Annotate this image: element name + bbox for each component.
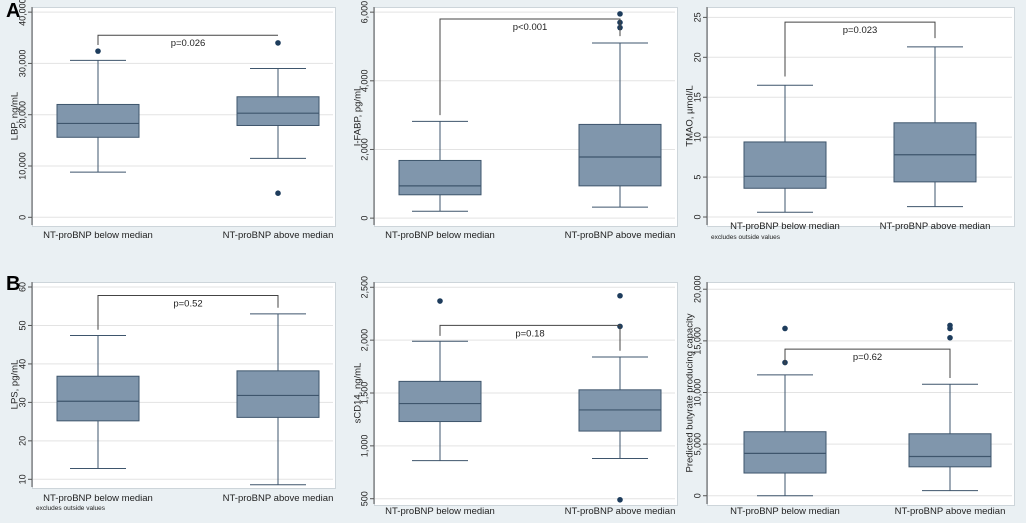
chart-5-category-label-1: NT-proBNP below median	[385, 506, 495, 517]
chart-5-group-2-outlier-1	[617, 292, 623, 299]
chart-1-pvalue: p=0.026	[171, 38, 206, 49]
chart-5-significance-bracket	[439, 324, 621, 351]
chart-4-note: excludes outside values	[36, 505, 106, 512]
chart-3-ytick-label-5: 25	[692, 12, 702, 22]
chart-1-significance-bracket	[97, 34, 278, 45]
chart-6-group-2-outlier-3	[947, 334, 953, 341]
chart-2-ylabel: I-FABP, pg/mL	[353, 86, 364, 147]
chart-1-ytick-label-2: 20,000	[17, 101, 27, 129]
chart-1-ytick-label-3: 30,000	[17, 50, 27, 78]
chart-2-pvalue: p<0.001	[513, 22, 548, 33]
chart-4-pvalue: p=0.52	[173, 298, 202, 309]
chart-3-group-2-box	[893, 122, 977, 183]
chart-3-category-label-1: NT-proBNP below median	[730, 221, 840, 232]
chart-5-group-2-outlier-3	[617, 496, 623, 503]
chart-3-ytick-label-0: 0	[692, 215, 702, 220]
chart-3-ytick-label-1: 5	[692, 175, 702, 180]
chart-3-ytick-label-3: 15	[692, 92, 702, 102]
chart-5-pvalue: p=0.18	[515, 328, 544, 339]
chart-3-ylabel: TMAO, µmol/L	[685, 85, 696, 146]
chart-5-ytick-label-4: 2,500	[359, 276, 369, 299]
panel-letter-b: B	[6, 273, 21, 295]
chart-1-group-1-box	[56, 103, 140, 138]
chart-4-group-1-box	[56, 375, 140, 422]
chart-6-pvalue: p=0.62	[853, 352, 882, 363]
chart-2-category-label-1: NT-proBNP below median	[385, 230, 495, 241]
chart-4-ytick-label-3: 40	[17, 359, 27, 369]
chart-5-ylabel: sCD14, ng/mL	[353, 363, 364, 424]
chart-2-ytick-label-2: 4,000	[359, 70, 369, 93]
chart-6-ytick-label-2: 10,000	[692, 379, 702, 407]
chart-6-ytick-label-3: 15,000	[692, 327, 702, 355]
chart-6-ytick-label-4: 20,000	[692, 275, 702, 303]
chart-2-significance-bracket	[439, 18, 621, 116]
chart-2-ytick-label-3: 6,000	[359, 1, 369, 24]
chart-1-ylabel: LBP, ng/mL	[10, 92, 21, 140]
chart-4-ytick-label-0: 10	[17, 474, 27, 484]
chart-2-ytick-label-0: 0	[359, 216, 369, 221]
chart-4-ytick-label-5: 60	[17, 282, 27, 292]
chart-1-ytick-label-4: 40,000	[17, 0, 27, 26]
chart-2-group-2-box	[578, 123, 662, 187]
chart-5-ytick-label-3: 2,000	[359, 329, 369, 352]
chart-3-note: excludes outside values	[711, 234, 781, 241]
chart-5-group-1-box	[398, 380, 482, 423]
chart-5-group-1-outlier-1	[437, 298, 443, 304]
chart-1-group-2-box	[236, 96, 320, 126]
chart-3-pvalue: p=0.023	[843, 25, 878, 36]
chart-2-group-2-outlier-1	[617, 11, 623, 17]
chart-6-significance-bracket	[784, 348, 951, 379]
chart-2-group-1-box	[398, 159, 482, 196]
chart-4-category-label-1: NT-proBNP below median	[43, 493, 153, 504]
chart-6-group-2-box	[908, 433, 992, 468]
chart-3-group-1-box	[743, 141, 827, 189]
chart-5-category-label-2: NT-proBNP above median	[565, 506, 676, 517]
chart-3-significance-bracket	[784, 21, 936, 77]
chart-2-ytick-label-1: 2,000	[359, 138, 369, 161]
chart-3-category-label-2: NT-proBNP above median	[880, 221, 991, 232]
chart-6-group-1-box	[743, 431, 827, 474]
chart-1-category-label-1: NT-proBNP below median	[43, 230, 153, 241]
chart-6-category-label-2: NT-proBNP above median	[895, 506, 1006, 517]
chart-1-group-2-outlier-2	[275, 190, 281, 196]
chart-2-category-label-2: NT-proBNP above median	[565, 230, 676, 241]
chart-4-ylabel: LPS, pg/mL	[10, 360, 21, 410]
chart-3-ytick-label-4: 20	[692, 52, 702, 62]
chart-1-ytick-label-0: 0	[17, 215, 27, 220]
chart-6-ytick-label-1: 5,000	[692, 433, 702, 456]
chart-6-ylabel: Predicted butyrate producing capacity	[685, 313, 696, 472]
chart-4-ytick-label-1: 20	[17, 436, 27, 446]
plot-area-a-tmao	[707, 7, 1015, 227]
chart-1-category-label-2: NT-proBNP above median	[223, 230, 334, 241]
chart-6-group-2-outlier-2	[947, 325, 953, 332]
chart-1-ytick-label-1: 10,000	[17, 152, 27, 180]
chart-4-significance-bracket	[97, 294, 279, 330]
chart-5-ytick-label-2: 1,500	[359, 382, 369, 405]
chart-6-category-label-1: NT-proBNP below median	[730, 506, 840, 517]
chart-1-group-1-outlier-1	[95, 48, 101, 54]
chart-4-ytick-label-2: 30	[17, 397, 27, 407]
chart-5-ytick-label-1: 1,000	[359, 435, 369, 458]
chart-4-group-2-box	[236, 370, 320, 418]
chart-4-ytick-label-4: 50	[17, 320, 27, 330]
panel-letter-a: A	[6, 0, 21, 22]
chart-6-group-1-outlier-1	[782, 325, 788, 332]
chart-5-ytick-label-0: 500	[359, 491, 369, 506]
chart-4-category-label-2: NT-proBNP above median	[223, 493, 334, 504]
chart-3-ytick-label-2: 10	[692, 132, 702, 142]
chart-6-ytick-label-0: 0	[692, 493, 702, 498]
chart-1-group-2-outlier-1	[275, 40, 281, 46]
